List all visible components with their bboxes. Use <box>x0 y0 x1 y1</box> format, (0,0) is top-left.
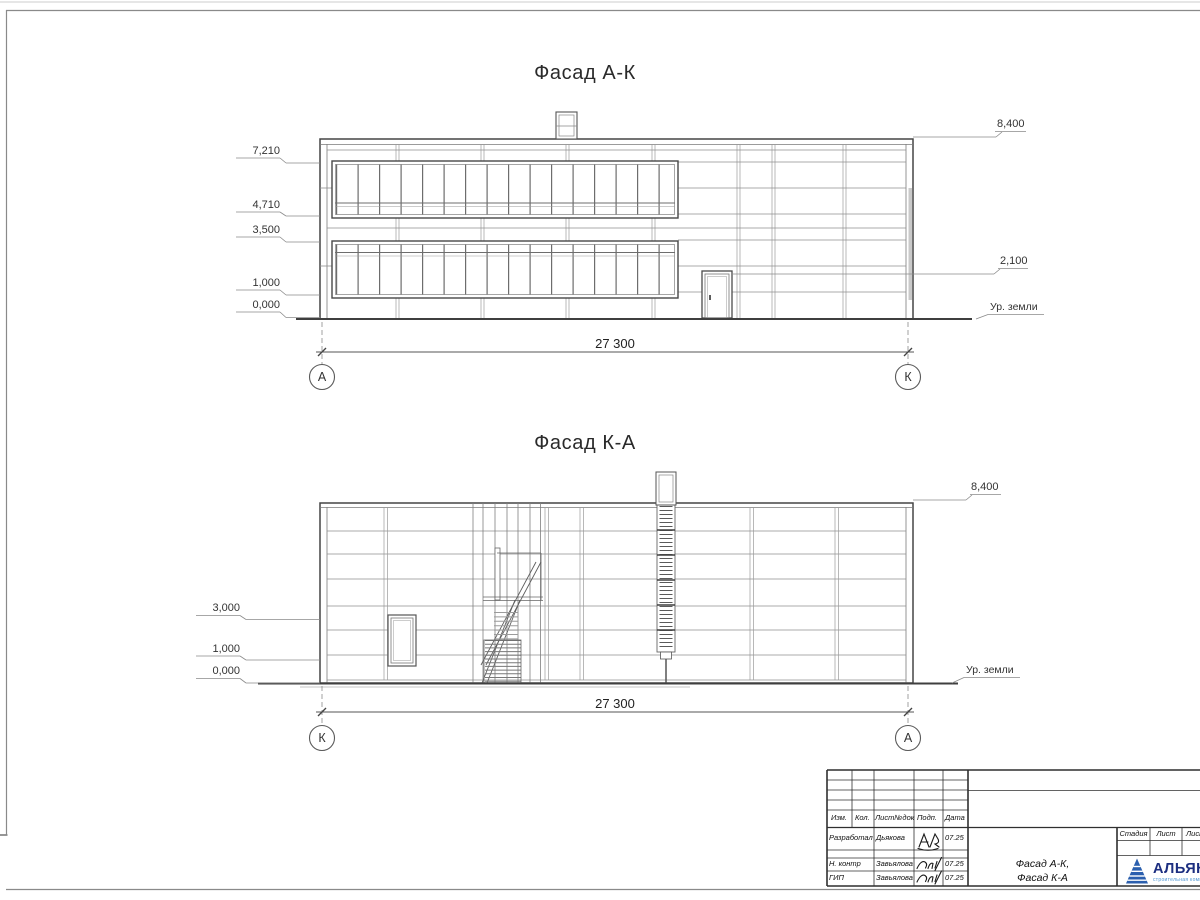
facade-ka-building <box>258 471 958 688</box>
tb-row-name-gip: Завьялова <box>876 873 913 882</box>
tb-row-role-gip: ГИП <box>829 873 844 882</box>
facade-ka-annotations <box>196 494 1020 752</box>
axis-bubble-k <box>894 363 922 391</box>
tb-col-listdoc: Лист№док <box>875 813 915 822</box>
tb-row-date-developer: 07.25 <box>945 833 964 842</box>
ground-level-label-ak: Ур. земли <box>990 301 1038 313</box>
overall-dimension-ka: 27 300 <box>595 696 635 711</box>
facade-ak-title: Фасад А-К <box>534 62 636 84</box>
elevation-mark-4710: 4,710 <box>252 199 280 211</box>
axis-bubble-k2 <box>308 724 336 752</box>
entrance-door <box>701 270 733 319</box>
signatures <box>916 832 943 885</box>
alliance-logo-text: АЛЬЯНС <box>1153 861 1200 877</box>
tb-doc-title-line1: Фасад А-К, <box>1015 858 1070 870</box>
tb-row-role-developer: Разработал <box>829 833 873 842</box>
rooftop-box <box>555 111 578 140</box>
tb-row-role-ncontr: Н. контр <box>829 859 861 868</box>
elevation-mark-0000-ak: 0,000 <box>252 299 280 311</box>
signature-dyakova <box>917 832 940 851</box>
window-band-lower <box>331 240 679 299</box>
alliance-logo-mark <box>1126 858 1148 884</box>
tb-col-izm: Изм. <box>831 813 847 822</box>
elevation-mark-1000-ak: 1,000 <box>252 277 280 289</box>
tb-row-date-gip: 07.25 <box>945 873 964 882</box>
facade-ak-annotations <box>236 131 1044 391</box>
tb-row-name-developer: Дьякова <box>876 833 905 842</box>
axis-label-k: К <box>904 370 912 384</box>
roof-ladder <box>655 471 677 683</box>
axis-label-k2: К <box>318 731 326 745</box>
elevation-mark-1000-ka: 1,000 <box>212 643 240 655</box>
facade-ka-joints <box>327 530 906 681</box>
window-band-upper <box>331 160 679 219</box>
ground-level-label-ka: Ур. земли <box>966 664 1014 676</box>
elevation-mark-3000: 3,000 <box>212 602 240 614</box>
tb-row-date-ncontr: 07.25 <box>945 859 964 868</box>
tb-col-stage: Стадия <box>1119 829 1148 838</box>
tb-col-podp: Подп. <box>917 813 937 822</box>
elevation-mark-8400-ka: 8,400 <box>971 481 999 493</box>
downspout <box>908 188 912 300</box>
axis-bubble-a2 <box>894 724 922 752</box>
tb-col-sheets: Листов <box>1186 829 1200 838</box>
signature-zavyalova-2 <box>916 870 943 885</box>
elevation-mark-2100: 2,100 <box>1000 255 1028 267</box>
external-stair <box>472 503 543 684</box>
elevation-mark-0000-ka: 0,000 <box>212 665 240 677</box>
signature-zavyalova-1 <box>916 856 943 872</box>
elevation-mark-8400-ak: 8,400 <box>997 118 1025 130</box>
alliance-logo-subtext: строительная компания <box>1153 877 1200 883</box>
axis-label-a2: А <box>903 731 913 745</box>
tb-row-name-ncontr: Завьялова <box>876 859 913 868</box>
tb-col-kol: Кол. <box>855 813 870 822</box>
elevation-mark-3500: 3,500 <box>252 224 280 236</box>
title-block-grid <box>826 769 1200 887</box>
overall-dimension-ak: 27 300 <box>595 336 635 351</box>
tb-col-sheet: Лист <box>1156 829 1176 838</box>
side-window <box>387 614 417 667</box>
facade-ak-building <box>296 111 972 320</box>
facade-ka-title: Фасад К-А <box>534 432 636 454</box>
elevation-mark-7210: 7,210 <box>252 145 280 157</box>
tb-doc-title-line2: Фасад К-А <box>1017 872 1068 884</box>
axis-label-a: А <box>317 370 327 384</box>
tb-col-data: Дата <box>945 813 965 822</box>
axis-bubble-a <box>308 363 336 391</box>
